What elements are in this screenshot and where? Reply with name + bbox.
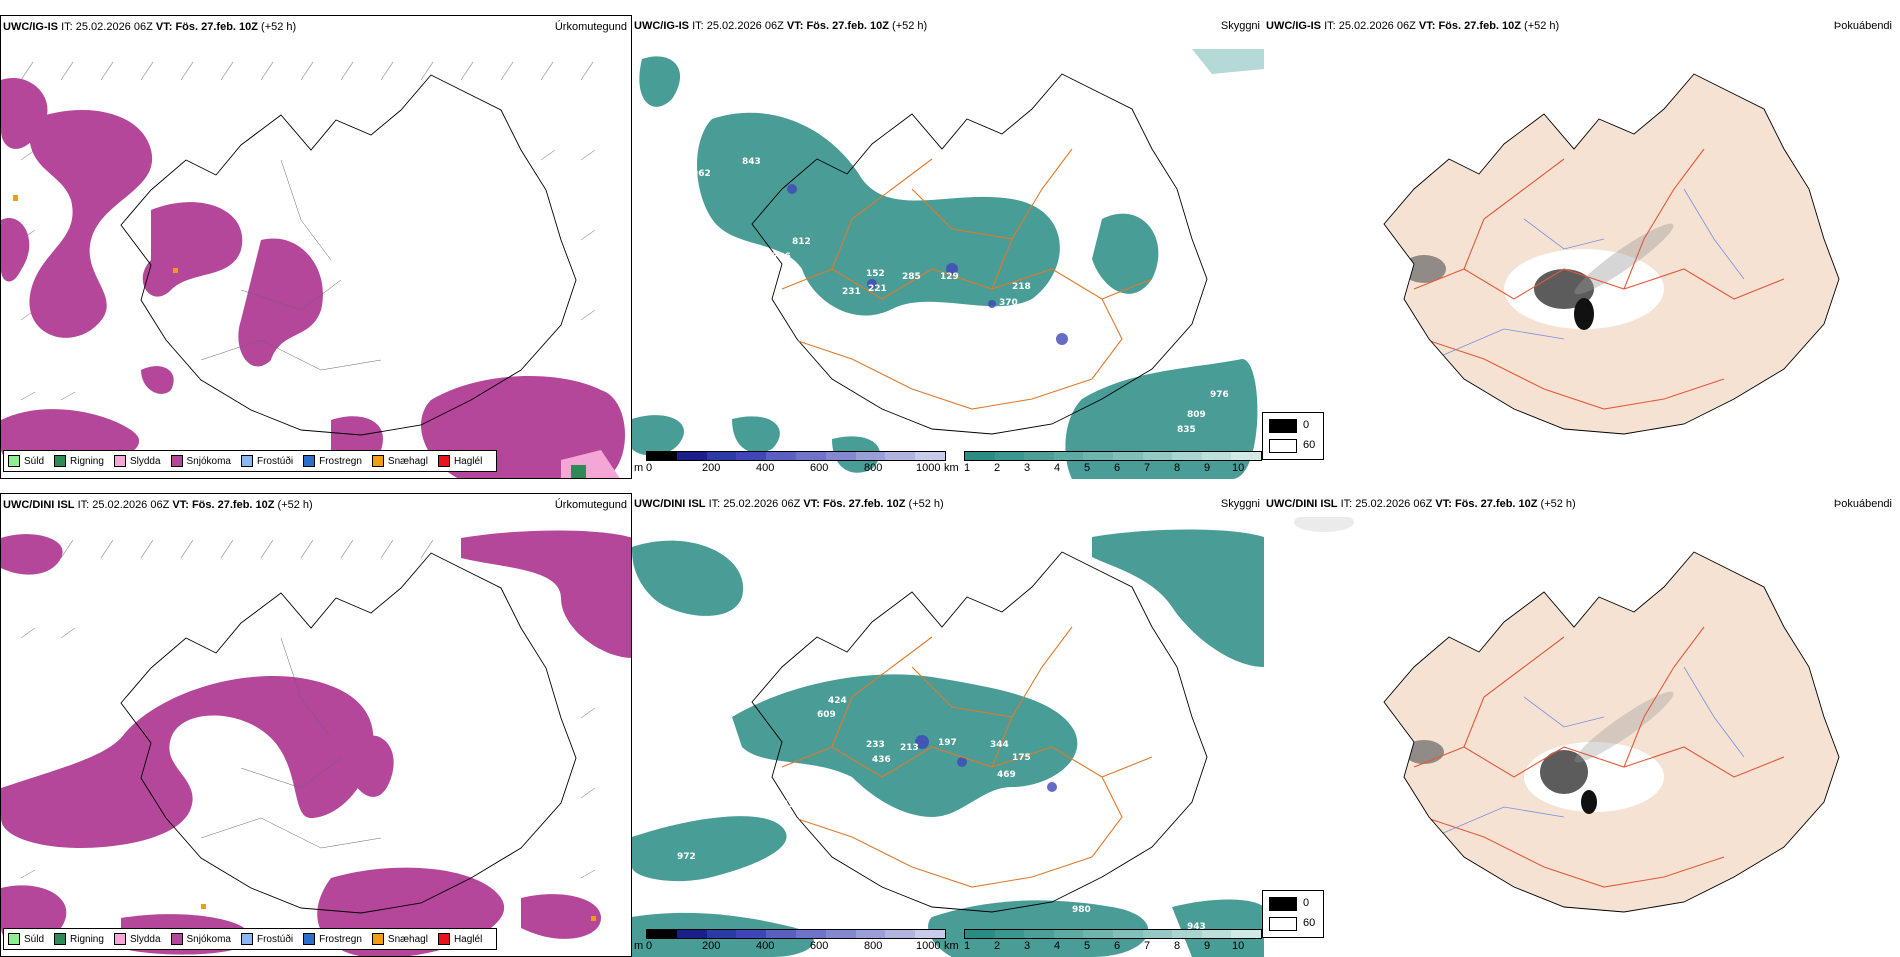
panel-title: UWC/DINI ISL IT: 25.02.2026 06Z VT: Fös.… (1266, 498, 1576, 510)
svg-text:812: 812 (792, 237, 811, 247)
svg-text:469: 469 (997, 770, 1016, 780)
precip-map (1, 61, 625, 478)
panel-type-label: Þokuábendi (1833, 498, 1892, 510)
svg-text:972: 972 (677, 852, 696, 862)
visibility-map: 886 956 962 843 812 786 427 95 152 221 2… (632, 49, 1264, 479)
svg-text:152: 152 (866, 269, 885, 279)
precip-map (1, 530, 631, 956)
svg-text:221: 221 (868, 284, 887, 294)
svg-text:95: 95 (662, 257, 675, 267)
svg-text:232: 232 (1007, 326, 1026, 336)
svg-text:344: 344 (990, 740, 1009, 750)
panel-type-label: Úrkomutegund (554, 499, 627, 511)
svg-text:555: 555 (782, 800, 801, 810)
svg-text:218: 218 (1012, 282, 1031, 292)
panel-title: UWC/IG-IS IT: 25.02.2026 06Z VT: Fös. 27… (1266, 20, 1560, 32)
svg-text:197: 197 (938, 738, 957, 748)
svg-text:231: 231 (842, 287, 861, 297)
svg-text:424: 424 (828, 696, 847, 706)
svg-text:370: 370 (999, 298, 1018, 308)
svg-text:605: 605 (1052, 325, 1071, 335)
precip-type-panel-top: UWC/IG-IS IT: 25.02.2026 06Z VT: Fös. 27… (0, 15, 632, 479)
visibility-map: 424 609 233 213 197 344 436 175 469 471 … (632, 529, 1264, 957)
svg-text:285: 285 (902, 272, 921, 282)
svg-text:213: 213 (900, 743, 919, 753)
legend-swatch (371, 455, 384, 467)
legend-swatch (54, 933, 67, 945)
legend-swatch (8, 933, 20, 945)
panel-title: UWC/DINI ISL IT: 25.02.2026 06Z VT: Fös.… (3, 499, 313, 511)
svg-text:843: 843 (742, 157, 761, 167)
visibility-panel-bottom: UWC/DINI ISL IT: 25.02.2026 06Z VT: Fös.… (632, 493, 1264, 957)
svg-text:962: 962 (692, 169, 711, 179)
svg-text:786: 786 (772, 252, 791, 262)
panel-title: UWC/IG-IS IT: 25.02.2026 06Z VT: Fös. 27… (3, 21, 297, 33)
legend-swatch (303, 933, 316, 945)
ceiling-colorbar: m 0 200 400 600 800 1000 (634, 929, 946, 955)
panel-title: UWC/DINI ISL IT: 25.02.2026 06Z VT: Fös.… (634, 498, 944, 510)
svg-text:175: 175 (1012, 753, 1031, 763)
legend-swatch (170, 455, 183, 467)
legend-swatch (8, 455, 20, 467)
svg-text:74: 74 (912, 381, 925, 391)
legend-swatch (240, 455, 253, 467)
legend-swatch (437, 933, 450, 945)
fog-legend-top: 0 60 (1262, 412, 1324, 460)
fog-panel-bottom: UWC/DINI ISL IT: 25.02.2026 06Z VT: Fös.… (1264, 493, 1896, 957)
ceiling-colorbar: m 0 200 400 600 800 1000 (634, 451, 946, 477)
svg-text:943: 943 (1187, 922, 1206, 932)
svg-text:438: 438 (806, 780, 825, 790)
legend-swatch (437, 455, 450, 467)
visibility-colorbar: km 1 2 3 4 5 6 7 8 9 10 (944, 451, 1264, 477)
fog-legend-bottom: 0 60 (1262, 890, 1324, 938)
svg-text:956: 956 (662, 172, 681, 182)
panel-type-label: Úrkomutegund (554, 21, 627, 33)
svg-text:427: 427 (752, 262, 771, 272)
visibility-panel-top: UWC/IG-IS IT: 25.02.2026 06Z VT: Fös. 27… (632, 15, 1264, 479)
svg-text:980: 980 (1072, 905, 1091, 915)
svg-text:233: 233 (866, 740, 885, 750)
svg-text:129: 129 (940, 272, 959, 282)
precip-type-legend: Súld Rigning Slydda Snjókoma Frostúði Fr… (3, 928, 498, 950)
legend-swatch (113, 455, 126, 467)
legend-swatch (240, 933, 253, 945)
svg-text:835: 835 (1177, 425, 1196, 435)
fog-panel-top: UWC/IG-IS IT: 25.02.2026 06Z VT: Fös. 27… (1264, 15, 1896, 479)
svg-text:809: 809 (1187, 410, 1206, 420)
panel-type-label: Skyggni (1220, 498, 1260, 510)
svg-text:27: 27 (936, 402, 949, 412)
svg-text:609: 609 (817, 710, 836, 720)
legend-swatch (54, 455, 67, 467)
panel-title: UWC/IG-IS IT: 25.02.2026 06Z VT: Fös. 27… (634, 20, 928, 32)
svg-text:436: 436 (872, 755, 891, 765)
panel-type-label: Skyggni (1220, 20, 1260, 32)
legend-swatch (371, 933, 384, 945)
visibility-colorbar: km 1 2 3 4 5 6 7 8 9 10 (944, 929, 1264, 955)
svg-text:471: 471 (1012, 795, 1031, 805)
fog-map (1294, 517, 1840, 913)
fog-map (1383, 73, 1840, 435)
svg-text:156: 156 (910, 400, 929, 410)
svg-text:886: 886 (676, 159, 695, 169)
precip-type-legend: Súld Rigning Slydda Snjókoma Frostúði Fr… (3, 450, 498, 472)
precip-type-panel-bottom: UWC/DINI ISL IT: 25.02.2026 06Z VT: Fös.… (0, 493, 632, 957)
svg-text:976: 976 (1210, 390, 1229, 400)
panel-type-label: Þokuábendi (1833, 20, 1892, 32)
legend-swatch (170, 933, 183, 945)
legend-swatch (113, 933, 126, 945)
legend-swatch (303, 455, 316, 467)
